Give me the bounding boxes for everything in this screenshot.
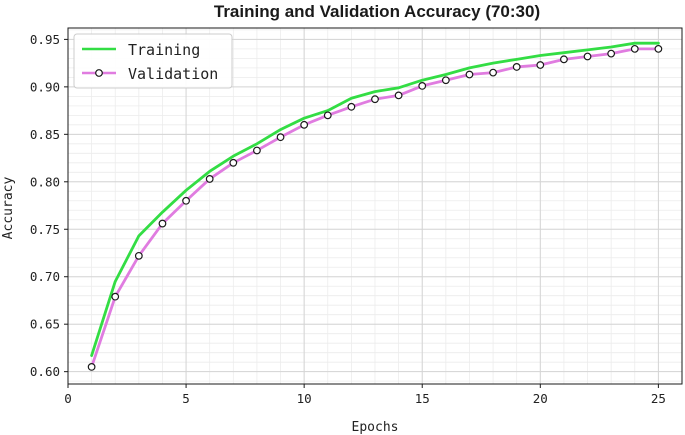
validation-point [347,102,356,111]
x-tick-label: 25 [651,391,666,406]
validation-point [276,133,285,142]
validation-point [205,175,214,183]
validation-point [111,292,120,301]
legend-validation-marker [95,69,103,77]
y-tick-label: 0.90 [30,79,60,94]
x-tick-label: 0 [64,391,72,406]
validation-point [654,44,663,53]
x-tick-label: 15 [415,391,430,406]
validation-point [158,219,167,228]
y-tick-label: 0.85 [30,127,60,142]
y-tick-label: 0.80 [30,174,60,189]
x-tick-label: 20 [533,391,548,406]
validation-point [371,95,379,104]
y-axis-ticks: 0.60 0.65 0.70 0.75 0.80 0.85 0.90 0.95 [30,32,68,379]
y-tick-label: 0.75 [30,222,60,237]
y-tick-label: 0.65 [30,317,60,332]
y-tick-label: 0.60 [30,364,60,379]
validation-point [253,146,261,155]
legend-training-label: Training [128,41,200,59]
y-tick-label: 0.70 [30,269,60,284]
series-layer [87,41,663,371]
validation-point [441,76,450,85]
validation-point [87,363,96,371]
training-series-line [90,41,660,357]
validation-point [489,68,497,77]
validation-point [607,49,616,58]
validation-point [229,158,238,167]
validation-point [300,120,309,129]
validation-point [583,52,592,61]
validation-point [630,44,639,53]
x-tick-label: 5 [182,391,190,406]
legend-validation-label: Validation [128,65,218,83]
x-axis-label: Epochs [352,420,399,435]
chart-title: Training and Validation Accuracy (70:30) [214,2,540,21]
validation-point [560,55,568,64]
validation-point [536,61,545,69]
validation-point [134,251,143,260]
x-axis-ticks: 0 5 10 15 20 25 [64,384,666,406]
validation-point [394,91,403,100]
validation-point [418,82,427,90]
y-tick-label: 0.95 [30,32,60,47]
validation-point [465,70,474,79]
legend-box [73,33,233,89]
x-tick-label: 10 [297,391,312,406]
y-axis-label: Accuracy [1,177,16,240]
validation-point [182,196,190,205]
validation-point [512,63,521,71]
plot-frame [67,27,683,385]
legend: Training Validation [73,33,233,89]
validation-point [323,111,332,120]
